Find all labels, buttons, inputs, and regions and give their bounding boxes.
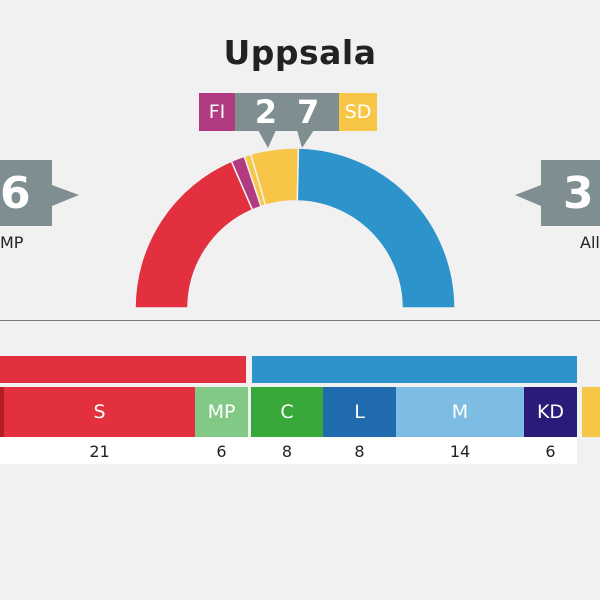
- left-total-box: 6: [0, 160, 52, 226]
- party-kd-bar: KD: [524, 387, 577, 437]
- left-block-label: MP: [0, 233, 24, 252]
- party-s-bar: S: [4, 387, 195, 437]
- fi-label-box: FI: [199, 93, 235, 131]
- value-row: [0, 437, 577, 464]
- value-label-l: 8: [354, 442, 365, 461]
- party-c-bar: C: [251, 387, 323, 437]
- right-total-value: 3: [563, 167, 594, 219]
- sd-pointer: [297, 130, 314, 148]
- party-m-bar: M: [396, 387, 524, 437]
- sd-seat-count: 7: [297, 93, 320, 131]
- party-l-bar: L: [323, 387, 396, 437]
- right-total-box: 3: [541, 160, 600, 226]
- sd-label-box: SD: [339, 93, 377, 131]
- divider-line: [0, 320, 600, 321]
- party-sd-bar-partial: [582, 387, 600, 437]
- value-label-c: 8: [281, 442, 293, 461]
- top-counts-box: 2 7: [235, 93, 339, 131]
- fi-seat-count: 2: [254, 93, 277, 131]
- left-total-value: 6: [0, 167, 31, 219]
- fi-pointer: [258, 130, 276, 148]
- party-mp-bar: MP: [195, 387, 248, 437]
- value-label-kd: 6: [545, 442, 556, 461]
- value-label-s: 21: [89, 442, 110, 461]
- left-bloc-bar: [0, 356, 246, 383]
- right-block-label: All: [580, 233, 600, 252]
- party-v-bar-sliver: [0, 387, 4, 437]
- donut-slice-s-v-mp: [134, 160, 254, 309]
- value-label-m: 14: [449, 442, 471, 461]
- right-bloc-bar: [252, 356, 577, 383]
- value-label-mp: 6: [216, 442, 227, 461]
- page-title: Uppsala: [223, 33, 377, 72]
- donut-slice-c-l-m-kd: [296, 147, 456, 309]
